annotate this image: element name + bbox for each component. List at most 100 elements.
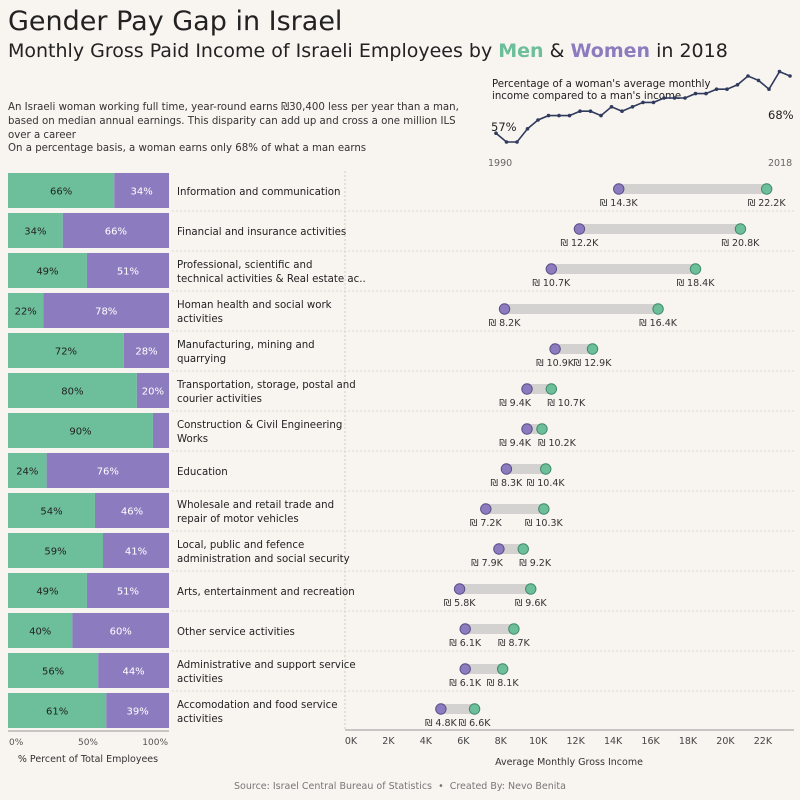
category-label: Accomodation and food service — [177, 700, 338, 711]
bar-men-label: 24% — [16, 467, 38, 478]
dot-men — [517, 543, 529, 555]
dot-men — [508, 623, 520, 635]
dot-women-label: ₪ 14.3K — [600, 198, 639, 209]
dot-men — [545, 383, 558, 395]
bar-men — [8, 613, 73, 648]
percentage-text: On a percentage basis, a woman earns onl… — [8, 143, 367, 154]
dumbbell-tick: 8K — [495, 736, 508, 747]
dot-women-label: ₪ 4.8K — [425, 718, 458, 729]
dumbbell-tick: 22K — [754, 736, 773, 747]
trend-point — [578, 109, 582, 113]
bar-men — [8, 533, 103, 568]
category-label: Construction & Civil Engineering — [177, 420, 342, 431]
category-label: Local, public and fefence — [177, 540, 304, 551]
bar-women-label: 41% — [125, 547, 147, 558]
dumbbell-range — [465, 664, 503, 674]
bar-women — [98, 653, 169, 688]
subtitle-amp: & — [543, 40, 571, 62]
dot-men-label: ₪ 10.3K — [525, 518, 564, 529]
subtitle-suffix: in 2018 — [650, 40, 728, 62]
dot-men-label: ₪ 10.7K — [547, 398, 586, 409]
dot-women-label: ₪ 10.9K — [536, 358, 575, 369]
category-label: Transportation, storage, postal and — [176, 380, 356, 391]
dumbbell-range — [506, 464, 546, 474]
trend-point — [567, 113, 572, 118]
dot-men-label: ₪ 18.4K — [677, 278, 716, 289]
trend-title: Percentage of a woman's average monthly … — [492, 79, 711, 102]
footer: Source: Israel Central Bureau of Statist… — [0, 781, 800, 792]
trend-point — [767, 87, 771, 91]
dot-women-label: ₪ 9.4K — [499, 438, 532, 449]
dumbbell-range — [485, 504, 544, 514]
bar-women-label: 39% — [126, 707, 148, 718]
dot-men — [536, 423, 548, 435]
bar-men-label: 80% — [61, 387, 83, 398]
dot-men-label: ₪ 10.4K — [527, 478, 566, 489]
trend-point — [735, 83, 740, 87]
dot-men — [652, 303, 664, 315]
bar-women-label: 51% — [117, 587, 139, 598]
bar-men — [8, 453, 47, 488]
bar-men — [8, 293, 44, 328]
dumbbell-range — [618, 184, 767, 194]
dot-women — [493, 543, 505, 555]
trend-start-label: 57% — [491, 120, 517, 134]
dumbbell-tick: 20K — [716, 736, 735, 747]
trend-point — [641, 100, 645, 105]
dot-women — [498, 303, 511, 315]
dot-men — [468, 703, 481, 715]
category-label: Wholesale and retail trade and — [177, 500, 334, 511]
bar-women — [94, 493, 169, 528]
bar-women-label: 28% — [135, 347, 157, 358]
dumbbell-tick: 0K — [345, 736, 358, 747]
bar-men-label: 59% — [44, 547, 66, 558]
bar-women — [43, 293, 169, 328]
category-label: Manufacturing, mining and — [177, 340, 315, 351]
dot-women-label: ₪ 6.1K — [449, 638, 482, 649]
category-label: activities — [177, 674, 223, 685]
trend-point — [788, 74, 792, 78]
trend-point — [630, 105, 635, 109]
dumbbell-range — [579, 224, 741, 234]
trend-line — [495, 70, 791, 143]
footer-credit: Created By: Nevo Benita — [449, 781, 566, 792]
dot-women-label: ₪ 8.2K — [489, 318, 522, 329]
dot-women-label: ₪ 7.9K — [471, 558, 504, 569]
bar-men-label: 66% — [50, 187, 72, 198]
dot-women-label: ₪ 9.4K — [499, 398, 532, 409]
dumbbell-tick: 12K — [567, 736, 586, 747]
trend-point — [620, 109, 624, 113]
dumbbell-range — [504, 304, 659, 314]
dot-women — [613, 183, 625, 195]
bar-men-label: 54% — [40, 507, 62, 518]
dot-men — [734, 223, 747, 235]
dot-women — [459, 663, 471, 675]
bar-women-label: 78% — [95, 307, 117, 318]
bar-women — [114, 173, 169, 208]
category-label: technical activities & Real estate ac.. — [177, 274, 366, 285]
category-label: Works — [177, 434, 208, 445]
footer-separator: • — [438, 781, 444, 792]
dot-men — [586, 343, 599, 355]
bar-men-label: 56% — [42, 667, 64, 678]
bar-women — [152, 413, 169, 448]
trend-point — [599, 113, 603, 118]
bar-men-label: 22% — [15, 307, 37, 318]
bar-women-label: 44% — [122, 667, 144, 678]
bar-men-label: 34% — [24, 227, 46, 238]
trend-point — [683, 96, 687, 100]
dot-women — [521, 423, 533, 435]
dumbbell-range — [459, 584, 531, 594]
bar-tick: 50% — [78, 738, 98, 748]
dot-women — [453, 583, 466, 595]
bar-women-label: 66% — [105, 227, 127, 238]
trend-point — [546, 113, 551, 118]
bar-men — [8, 413, 153, 448]
dot-men-label: ₪ 9.6K — [515, 598, 548, 609]
bar-men-label: 40% — [29, 627, 51, 638]
category-label: courier activities — [177, 394, 262, 405]
dot-men-label: ₪ 8.1K — [487, 678, 520, 689]
dot-men — [538, 503, 550, 515]
dot-men-label: ₪ 8.7K — [498, 638, 531, 649]
